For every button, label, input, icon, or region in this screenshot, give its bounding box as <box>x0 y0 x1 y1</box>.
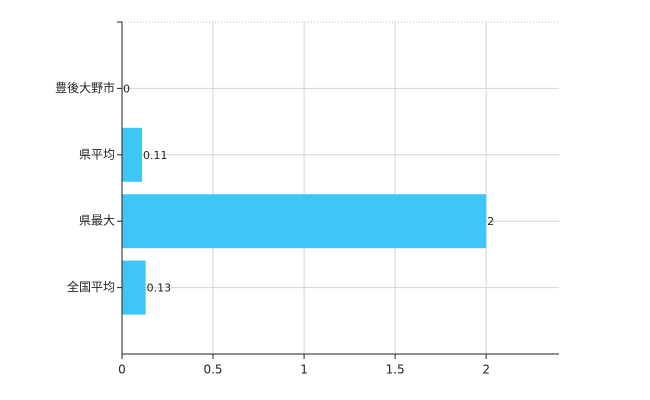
x-tick-label: 2 <box>482 363 490 377</box>
y-tick-label: 県平均 <box>79 147 115 161</box>
data-label: 0.11 <box>143 149 168 162</box>
bar <box>122 260 146 315</box>
x-tick-label: 1 <box>300 363 308 377</box>
x-tick-label: 0 <box>118 363 126 377</box>
bar <box>122 194 487 249</box>
y-tick-label: 県最大 <box>79 214 115 228</box>
x-tick-label: 1.5 <box>386 363 405 377</box>
data-label: 0 <box>123 82 130 95</box>
y-tick-label: 豊後大野市 <box>55 80 115 95</box>
y-tick-label: 全国平均 <box>67 279 115 294</box>
data-label: 2 <box>487 215 494 228</box>
bar <box>122 127 143 182</box>
data-label: 0.13 <box>147 282 172 295</box>
x-tick-label: 0.5 <box>203 363 222 377</box>
